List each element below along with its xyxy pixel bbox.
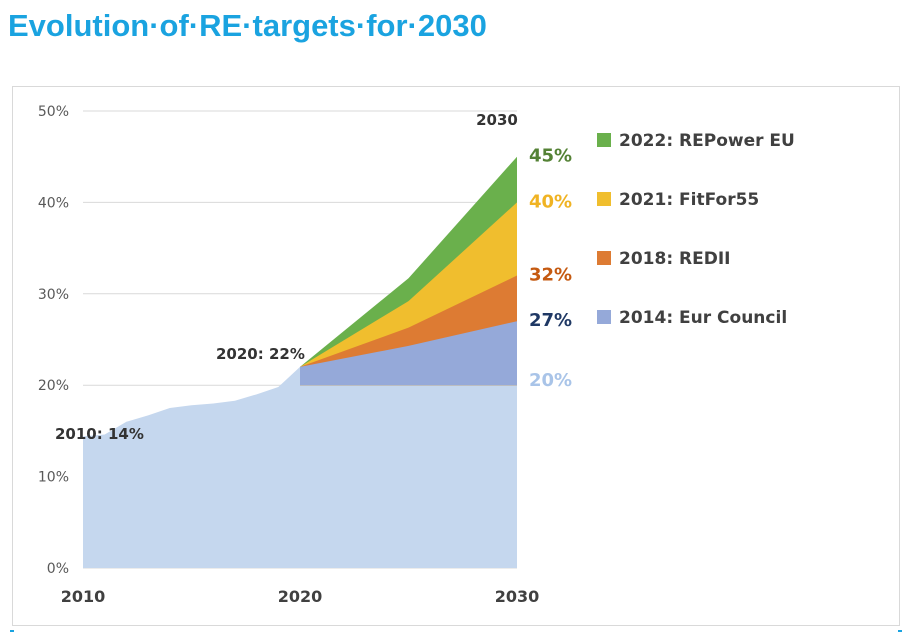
end-value-label: 27% xyxy=(529,310,572,331)
legend-label: 2022: REPower EU xyxy=(619,131,795,151)
areas xyxy=(83,156,517,568)
x-tick-label: 2030 xyxy=(495,587,540,606)
corner-mark-right xyxy=(898,630,902,632)
end-value-label: 40% xyxy=(529,191,572,212)
axes: 0% 10% 20% 30% 40% 50% 2010 2020 2030 xyxy=(38,104,539,606)
legend-label: 2014: Eur Council xyxy=(619,308,787,328)
corner-mark-left xyxy=(10,630,14,632)
x-tick-label: 2010 xyxy=(61,587,106,606)
end-value-label: 45% xyxy=(529,146,572,167)
page-title: Evolution·of·RE·targets·for·2030 xyxy=(8,8,487,43)
legend: 2022: REPower EU 2021: FitFor55 2018: REDI… xyxy=(597,131,795,328)
legend-swatch xyxy=(597,251,611,265)
chart-frame: 0% 10% 20% 30% 40% 50% 2010 2020 2030 27% 32% 40% 4… xyxy=(12,86,900,626)
y-tick-label: 20% xyxy=(38,378,69,394)
end-value-label: 32% xyxy=(529,265,572,286)
area-chart: 0% 10% 20% 30% 40% 50% 2010 2020 2030 27% 32% 40% 4… xyxy=(38,104,795,606)
annotation-label: 2010: 14% xyxy=(55,425,144,443)
legend-swatch xyxy=(597,133,611,147)
legend-label: 2018: REDII xyxy=(619,249,731,269)
x-tick-label: 2020 xyxy=(278,587,323,606)
area-baseline xyxy=(83,366,517,568)
y-tick-label: 30% xyxy=(38,287,69,303)
data-labels: 27% 32% 40% 45% 20% 2010: 14% 2020: 22% 2030 xyxy=(55,111,572,443)
legend-swatch xyxy=(597,310,611,324)
area-2014-eur-council xyxy=(300,321,517,386)
y-tick-label: 0% xyxy=(47,561,69,577)
legend-swatch xyxy=(597,192,611,206)
legend-label: 2021: FitFor55 xyxy=(619,190,759,210)
y-tick-label: 40% xyxy=(38,195,69,211)
y-tick-label: 10% xyxy=(38,470,69,486)
floor-value-label: 20% xyxy=(529,370,572,391)
y-tick-label: 50% xyxy=(38,104,69,120)
annotation-label: 2020: 22% xyxy=(216,345,305,363)
annotation-label: 2030 xyxy=(476,111,518,129)
